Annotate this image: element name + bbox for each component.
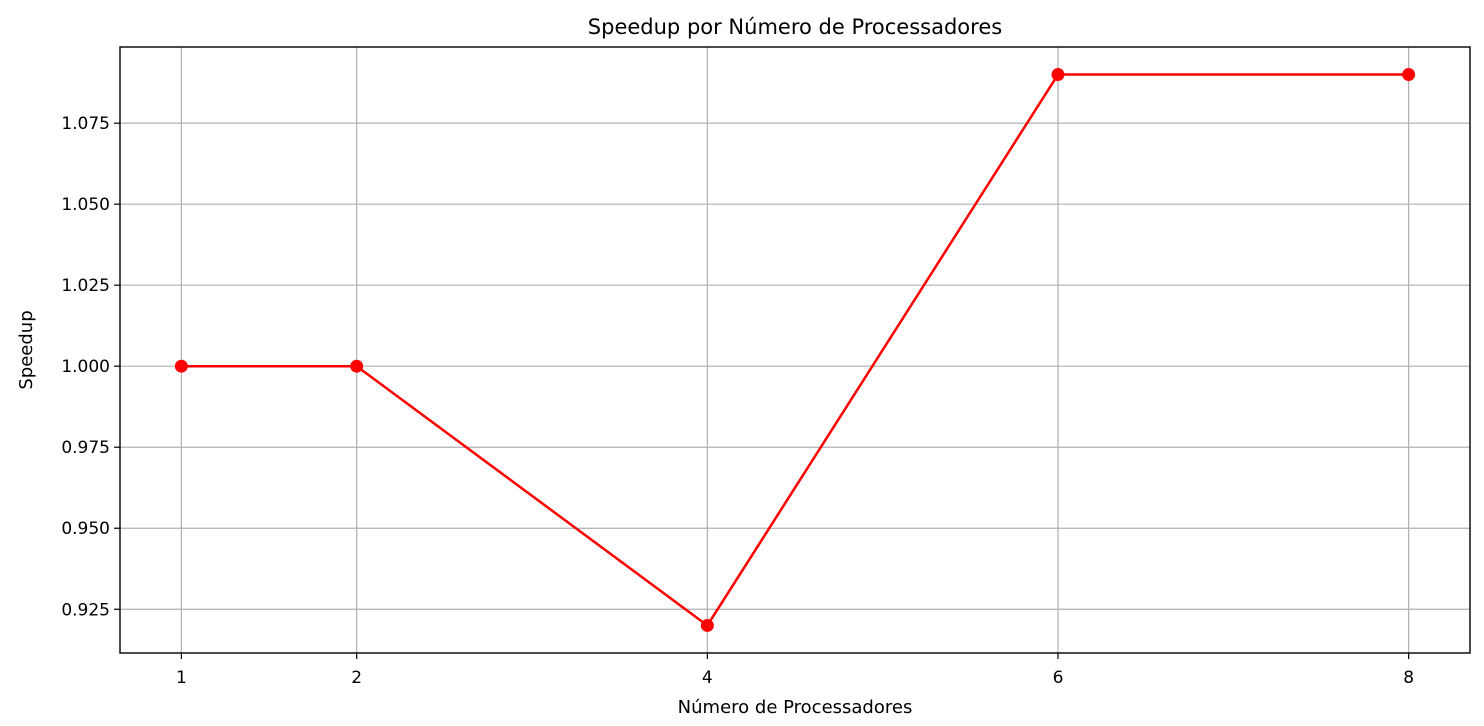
data-point xyxy=(1402,68,1416,82)
y-tick-label: 0.925 xyxy=(61,600,110,620)
y-tick-label: 1.050 xyxy=(61,195,110,215)
y-tick-label: 0.950 xyxy=(61,519,110,539)
y-axis-label: Speedup xyxy=(16,310,37,389)
data-point xyxy=(174,359,188,373)
x-tick-label: 4 xyxy=(702,668,713,688)
x-tick-label: 8 xyxy=(1403,668,1414,688)
data-point xyxy=(700,618,714,632)
y-tick-label: 1.075 xyxy=(61,114,110,134)
y-tick-label: 0.975 xyxy=(61,438,110,458)
data-point xyxy=(350,359,364,373)
x-tick-label: 6 xyxy=(1053,668,1064,688)
axis-ticks: 1 2 4 6 8 0.925 0.950 0.975 1.000 1.025 1.050 1.075 xyxy=(61,114,1414,688)
chart-title: Speedup por Número de Processadores xyxy=(588,15,1002,39)
series-layer xyxy=(174,68,1416,632)
x-axis-label: Número de Processadores xyxy=(678,697,913,718)
x-tick-label: 2 xyxy=(351,668,362,688)
y-tick-label: 1.025 xyxy=(61,276,110,296)
data-point xyxy=(1051,68,1065,82)
series-line xyxy=(181,73,1409,627)
grid-lines xyxy=(120,47,1470,653)
y-tick-label: 1.000 xyxy=(61,357,110,377)
plot-frame xyxy=(119,46,1471,654)
x-tick-label: 1 xyxy=(176,668,187,688)
